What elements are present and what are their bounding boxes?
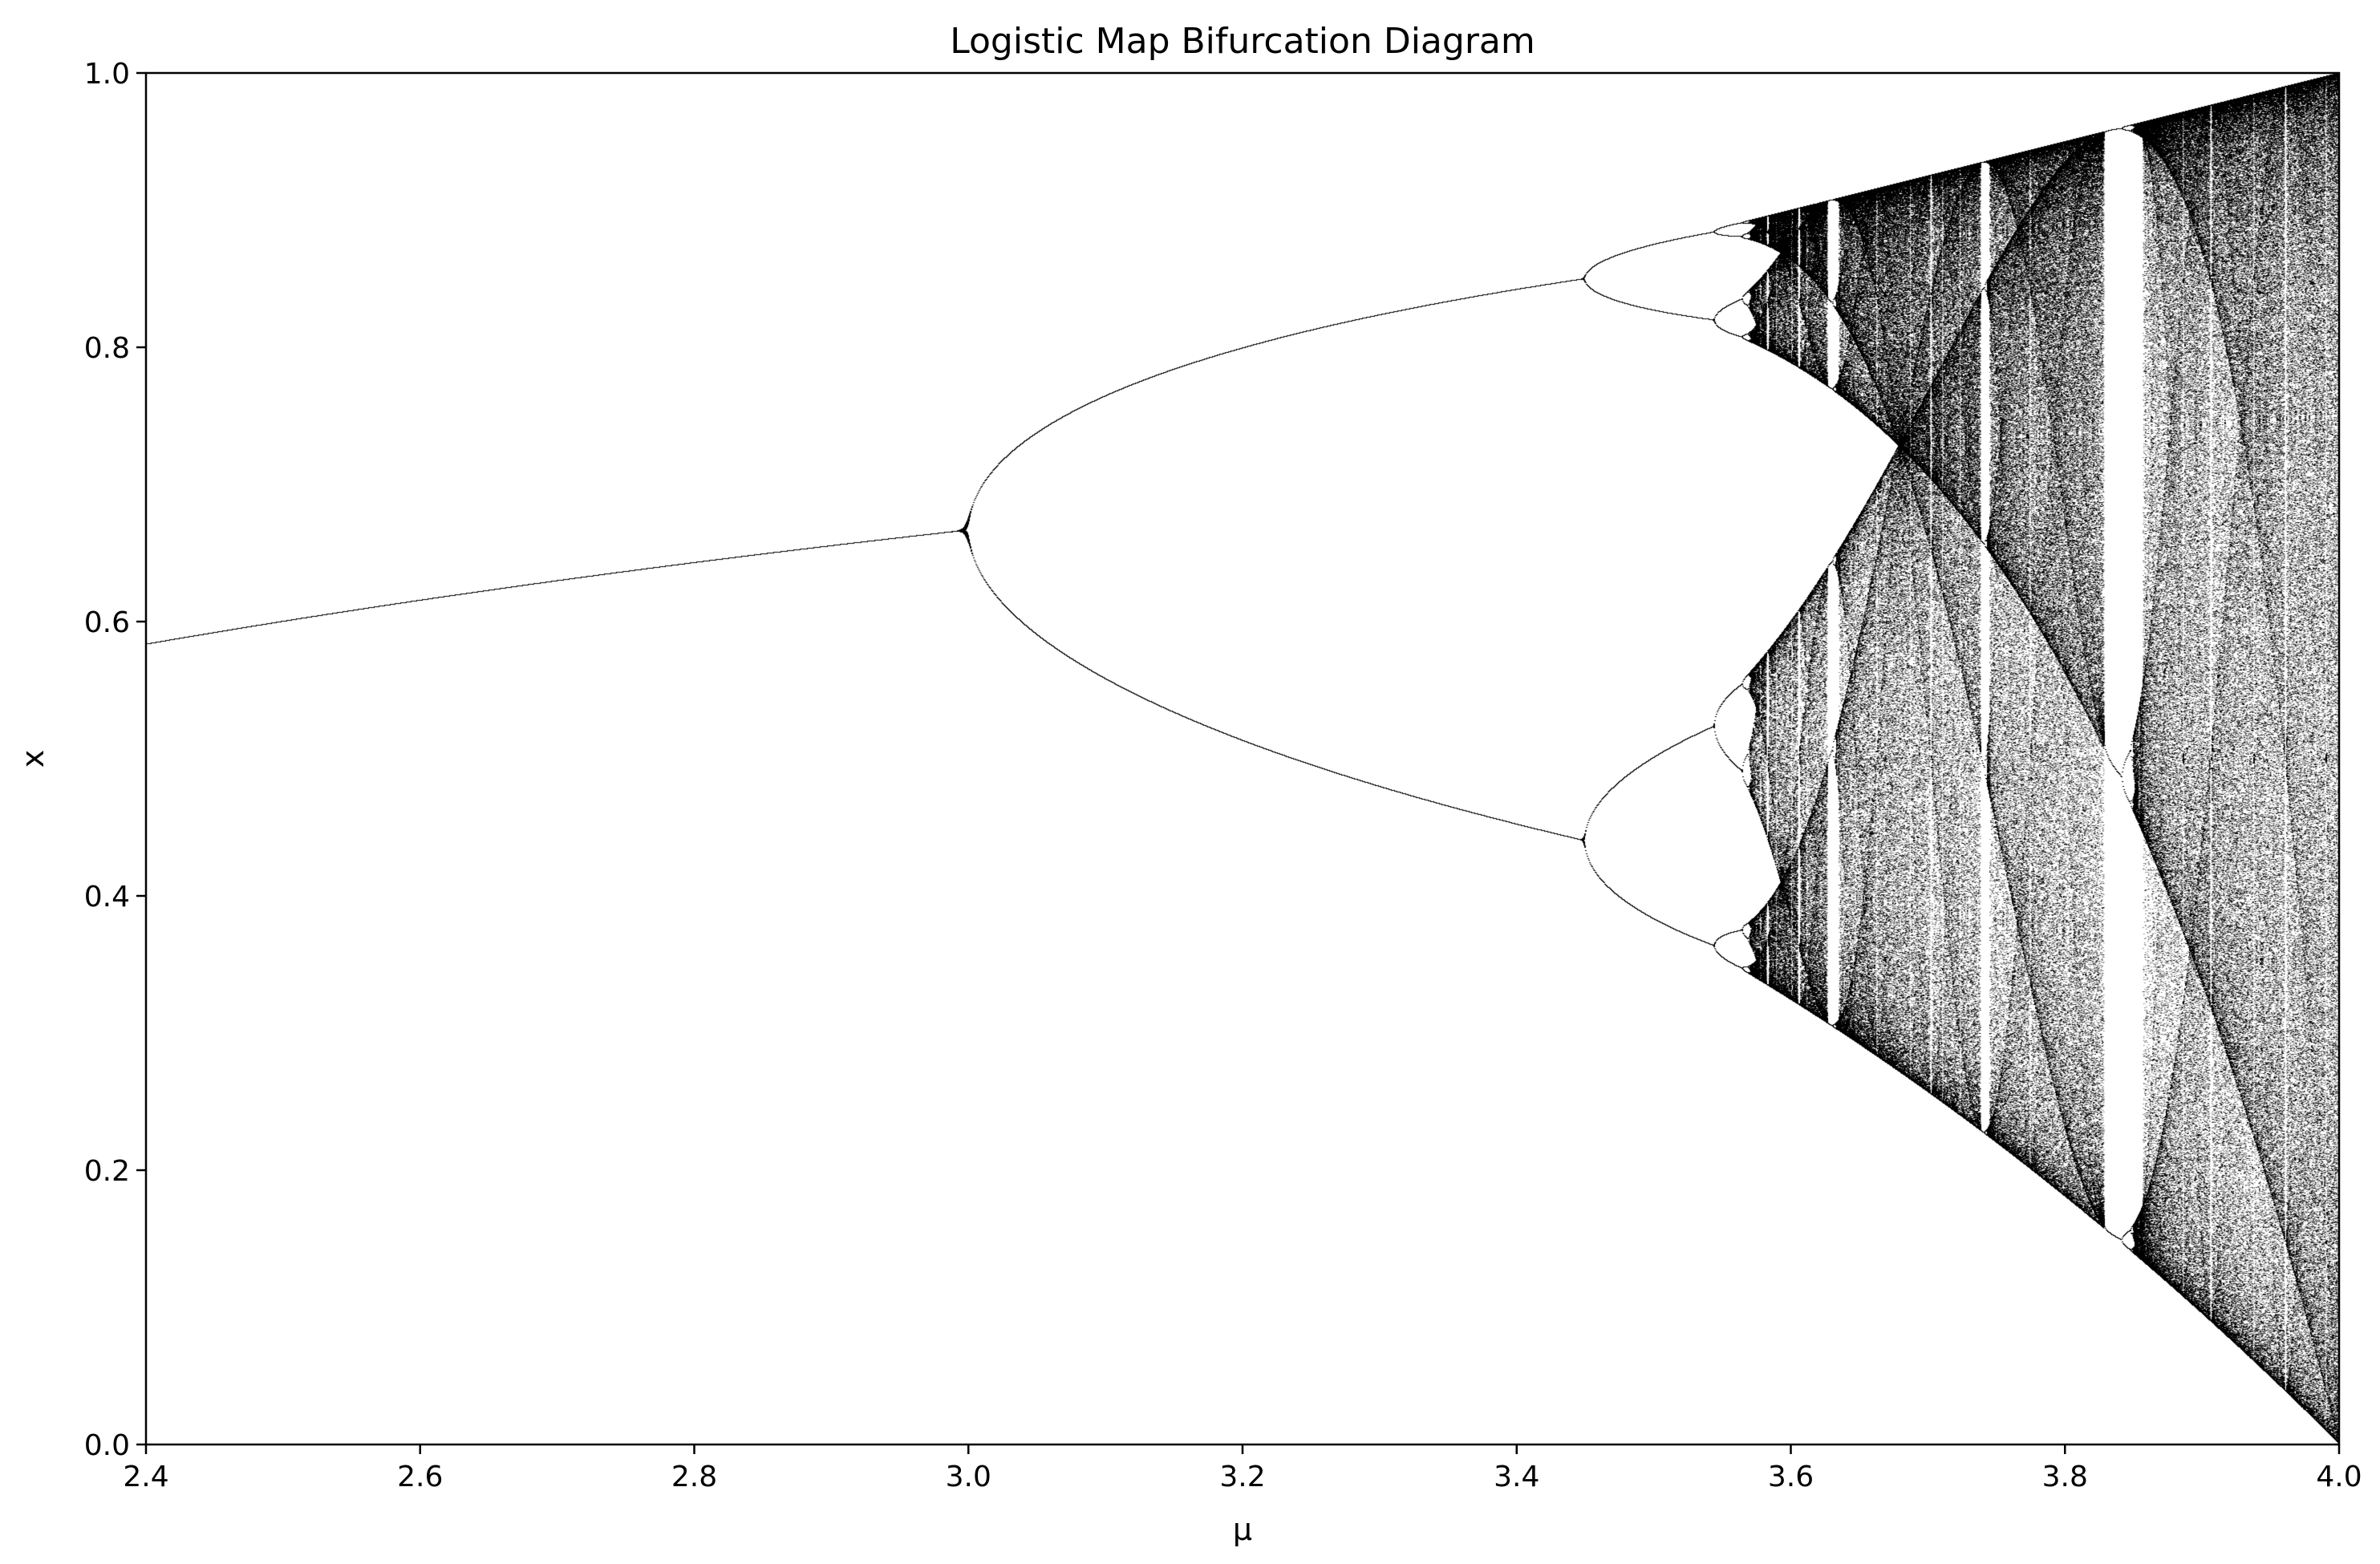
y-tick-label: 0.6 xyxy=(84,606,130,639)
x-axis-label: μ xyxy=(1233,1512,1252,1547)
x-tick-label: 3.4 xyxy=(1494,1461,1539,1493)
bifurcation-scatter-points xyxy=(146,73,2339,1444)
y-axis-label: x xyxy=(15,750,51,768)
chart-title: Logistic Map Bifurcation Diagram xyxy=(950,21,1535,62)
x-axis-ticks: 2.4 2.6 2.8 3.0 3.2 3.4 3.6 3.8 4.0 xyxy=(123,1444,2362,1493)
x-tick-label: 3.0 xyxy=(946,1461,991,1493)
x-tick-label: 2.8 xyxy=(671,1461,717,1493)
x-tick-label: 3.2 xyxy=(1219,1461,1265,1493)
y-axis-ticks: 0.0 0.2 0.4 0.6 0.8 1.0 xyxy=(84,58,146,1462)
y-tick-label: 0.8 xyxy=(84,332,130,365)
x-tick-label: 2.4 xyxy=(123,1461,168,1493)
x-tick-label: 4.0 xyxy=(2316,1461,2362,1493)
y-tick-label: 0.4 xyxy=(84,881,130,914)
y-tick-label: 1.0 xyxy=(84,58,130,91)
x-tick-label: 3.6 xyxy=(1768,1461,1814,1493)
x-tick-label: 2.6 xyxy=(397,1461,443,1493)
y-tick-label: 0.2 xyxy=(84,1155,130,1188)
y-tick-label: 0.0 xyxy=(84,1429,130,1462)
x-tick-label: 3.8 xyxy=(2042,1461,2088,1493)
